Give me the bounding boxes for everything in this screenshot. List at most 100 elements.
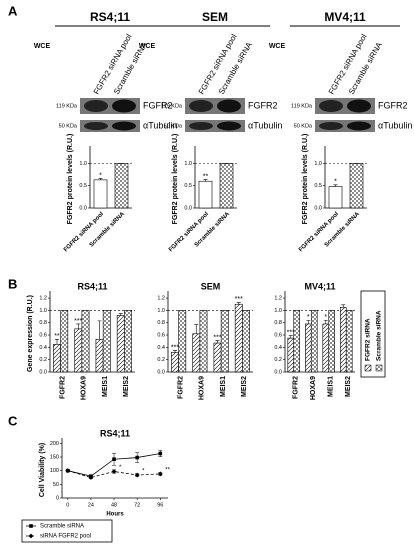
blot-band [189, 100, 213, 112]
mw-label: 119 KDa [161, 103, 183, 109]
significance: *** [235, 296, 243, 303]
blot-band [217, 121, 241, 131]
y-tick-label: 0.6 [157, 332, 165, 338]
bar [171, 351, 179, 373]
bar [60, 310, 69, 373]
mw-label: 119 KDa [56, 103, 78, 109]
bar [328, 310, 335, 373]
x-axis-label: Hours [106, 512, 124, 518]
bar [81, 310, 90, 373]
y-axis-label: Gene expression (R.U.) [27, 295, 34, 372]
bar [328, 186, 343, 209]
bar [116, 315, 125, 373]
error-bar [236, 302, 241, 305]
protein-label: αTubulin [378, 120, 412, 130]
bar [287, 337, 295, 373]
extract-label: WCE [34, 43, 51, 50]
y-tick-label: 1.0 [79, 161, 87, 167]
mw-label: 50 KDa [59, 123, 78, 129]
y-tick-label: 1.0 [157, 308, 165, 314]
error-bar [173, 350, 178, 353]
x-tick-label: MEIS1 [102, 376, 109, 397]
bar [192, 333, 201, 373]
error-bar [98, 178, 103, 180]
protein-label: αTubulin [248, 120, 282, 130]
chart-title: RS4;11 [77, 281, 107, 291]
significance: ** [203, 173, 209, 180]
blot-band [189, 122, 213, 130]
blot-title: MV4;11 [324, 10, 366, 24]
x-tick-label: FGFR2 [293, 376, 300, 399]
marker [134, 472, 140, 478]
bar [345, 310, 353, 373]
y-tick-label: 1.2 [39, 296, 47, 302]
panel-label: A [8, 3, 18, 18]
bar [304, 323, 312, 373]
error-bar [97, 320, 102, 340]
bar [102, 310, 111, 373]
error-bar [55, 339, 60, 345]
y-tick-label: 0.8 [39, 320, 47, 326]
error-bar [76, 323, 81, 329]
y-tick-label: 0.5 [79, 183, 87, 189]
marker [29, 524, 33, 528]
y-tick-label: 0.5 [184, 183, 192, 189]
legend-label: Scramble siRNA [40, 524, 84, 530]
y-axis-label: FGFR2 protein levels (R.U.) [67, 134, 74, 225]
marker [157, 471, 163, 477]
legend-box [21, 519, 113, 543]
blot-band [319, 122, 343, 130]
bar [293, 310, 300, 373]
y-tick-label: 1.0 [274, 308, 282, 314]
error-bar [194, 324, 199, 334]
legend-label: Scramble siRNA [376, 310, 383, 361]
y-tick-label: 0.2 [39, 357, 47, 363]
blot-band [319, 100, 343, 112]
y-tick-label: 0.4 [39, 345, 47, 351]
legend-box [360, 290, 386, 378]
y-tick-label: 1.2 [274, 296, 282, 302]
bar [124, 310, 132, 373]
marker [135, 455, 139, 460]
bar [93, 179, 108, 209]
y-tick-label: 0 [56, 495, 59, 501]
y-tick-label: 0.0 [79, 205, 87, 211]
series-line [67, 470, 161, 478]
y-axis-label: Cell Viability (%) [39, 443, 46, 497]
protein-label: αTubulin [143, 120, 177, 130]
y-tick-label: 0.2 [274, 357, 282, 363]
error-bar [215, 340, 220, 344]
y-tick-label: 1.0 [184, 161, 192, 167]
x-tick-label: 72 [134, 502, 140, 508]
chart-title: SEM [201, 281, 221, 291]
bar [322, 323, 330, 373]
y-tick-label: 0.5 [314, 183, 322, 189]
bar [198, 180, 213, 209]
legend-label: siRNA FGFR2 pool [40, 534, 91, 540]
legend-label: FGFR2 siRNA [365, 318, 372, 361]
y-tick-label: 1.2 [157, 296, 165, 302]
error-bar [306, 319, 311, 324]
bar [199, 310, 208, 373]
panel-label: B [8, 276, 17, 291]
mw-label: 50 KDa [294, 123, 313, 129]
y-tick-label: 50 [53, 482, 59, 488]
legend-swatch [375, 364, 383, 372]
blot-band [347, 99, 371, 113]
marker [111, 469, 117, 474]
blot-title: RS4;11 [90, 10, 130, 24]
x-tick-label: FGFR2 [59, 376, 66, 399]
bar [220, 310, 229, 373]
x-tick-label: MEIS2 [123, 376, 130, 397]
significance: ** [54, 333, 60, 340]
y-axis-label: FGFR2 protein levels (R.U.) [302, 134, 309, 225]
bar [178, 310, 187, 373]
blot-band [84, 122, 108, 130]
significance: * [334, 179, 337, 186]
blot-band [347, 121, 371, 131]
x-tick-label: 96 [157, 502, 163, 508]
marker [28, 533, 34, 539]
mw-label: 50 KDa [164, 123, 183, 129]
bar [219, 163, 234, 209]
y-tick-label: 0.0 [314, 205, 322, 211]
